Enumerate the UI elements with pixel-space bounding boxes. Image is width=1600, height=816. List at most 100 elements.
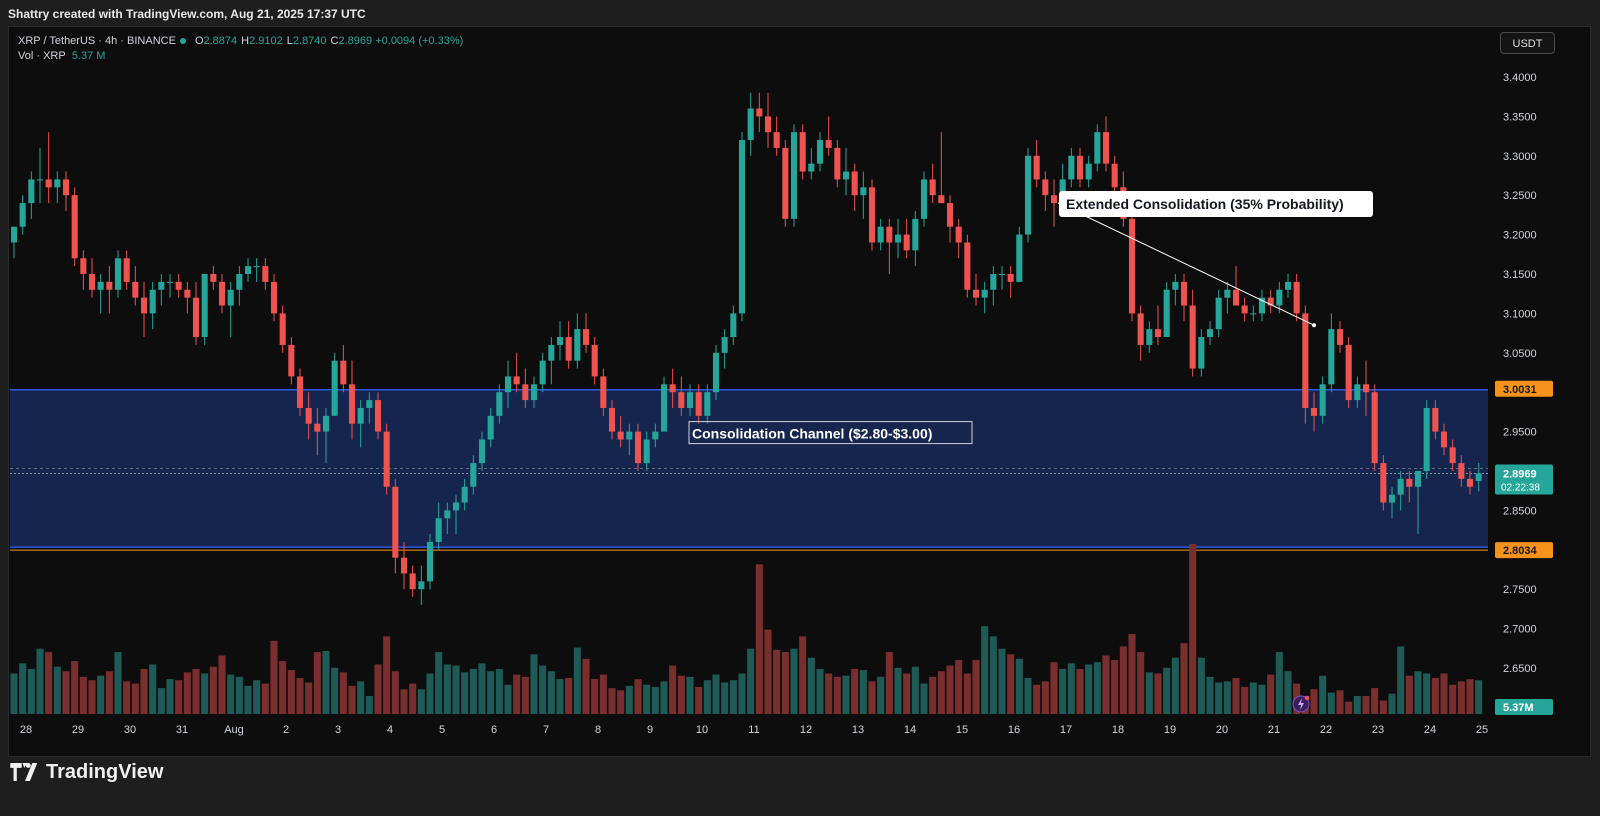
candle-body [686, 392, 694, 408]
volume-bar [1353, 695, 1361, 714]
volume-bar [279, 661, 287, 714]
volume-bar [816, 668, 824, 714]
symbol-title[interactable]: XRP / TetherUS · 4h · BINANCE [18, 35, 176, 47]
candle-body [1362, 384, 1370, 393]
candle-body [799, 132, 806, 172]
candle-body [617, 431, 624, 440]
candle-body [374, 400, 382, 432]
low-label: L [286, 35, 293, 47]
ohlc-row: XRP / TetherUS · 4h · BINANCE O2.8874 H2.9… [18, 34, 463, 49]
volume-label[interactable]: Vol · XRP [18, 50, 66, 62]
price-tick-label: 3.1500 [1503, 269, 1537, 281]
candle-body [938, 195, 945, 204]
alert-dot-icon [1304, 695, 1310, 701]
time-tick-label: 11 [748, 724, 759, 736]
volume-bar [617, 690, 625, 714]
volume-bar [1154, 673, 1162, 714]
candle-body [825, 140, 832, 148]
volume-bar [1137, 652, 1145, 714]
volume-bar [1145, 672, 1153, 714]
candle-body [1397, 478, 1404, 495]
volume-bar [409, 683, 417, 714]
candle-body [80, 258, 87, 274]
candle-body [123, 258, 130, 282]
volume-bar [859, 670, 867, 714]
volume-bar [738, 673, 746, 714]
volume-bar [1475, 680, 1483, 714]
volume-bar [1128, 634, 1136, 714]
volume-bar [946, 665, 954, 714]
candle-body [886, 226, 893, 243]
candle-body [574, 329, 581, 361]
open-label: O [194, 35, 204, 47]
change-value: +0.0094 (+0.33%) [375, 35, 464, 47]
volume-bar [131, 683, 139, 714]
candle-body [1163, 289, 1170, 338]
volume-bar [764, 629, 772, 714]
time-tick-label: 9 [647, 724, 653, 736]
volume-bar [1041, 681, 1049, 714]
volume-bar [1093, 662, 1101, 714]
time-tick-label: 5 [439, 724, 445, 736]
volume-bar [261, 683, 269, 714]
volume-bar [192, 668, 200, 714]
volume-bar [365, 695, 373, 714]
candle-body [808, 163, 815, 172]
volume-bar [963, 673, 971, 714]
open-value: 2.8874 [203, 35, 238, 47]
volume-bar [703, 680, 711, 714]
volume-bar [183, 672, 191, 714]
candle-body [331, 360, 338, 416]
volume-bar [296, 677, 304, 714]
volume-row: Vol · XRP 5.37 M [18, 49, 463, 64]
candle-body [1172, 281, 1179, 290]
candle-body [504, 376, 512, 393]
candle-body [496, 392, 503, 416]
volume-bar [1284, 671, 1292, 714]
time-tick-label: 15 [956, 724, 968, 736]
volume-bar [1319, 675, 1327, 714]
time-tick-label: 28 [20, 724, 32, 736]
time-tick-label: 10 [696, 724, 708, 736]
volume-bar [868, 681, 876, 714]
candle-body [851, 171, 858, 196]
volume-bar [114, 652, 122, 714]
candle-body [738, 140, 746, 314]
candle-body [1406, 478, 1413, 487]
volume-bar [391, 671, 399, 714]
candle-body [175, 281, 182, 290]
time-tick-label: 6 [491, 724, 497, 736]
candle-body [1111, 163, 1118, 188]
volume-bar [1189, 544, 1197, 714]
currency-button[interactable]: USDT [1500, 32, 1555, 54]
volume-bar [1457, 681, 1465, 714]
volume-bar [1171, 657, 1179, 714]
price-tick-label: 2.7000 [1503, 624, 1537, 636]
tradingview-logo[interactable]: TradingView [10, 760, 163, 784]
volume-bar [530, 654, 538, 714]
candle-body [192, 297, 200, 338]
candle-body [548, 344, 555, 361]
volume-bar [1059, 668, 1067, 714]
channel-top-price-label: 3.0031 [1503, 384, 1537, 396]
volume-bar [322, 650, 330, 714]
volume-bar [357, 681, 365, 714]
candle-body [1388, 494, 1396, 503]
candle-body [1007, 274, 1014, 282]
candle-body [990, 274, 997, 290]
volume-bar [643, 684, 651, 714]
time-tick-label: 16 [1008, 724, 1020, 736]
candle-body [834, 147, 841, 180]
candle-body [1475, 473, 1482, 481]
channel-bottom-price-badge [1495, 542, 1553, 559]
volume-bar [608, 688, 616, 714]
volume-bar [435, 652, 443, 714]
candle-body [392, 486, 399, 558]
candle-body [36, 179, 44, 181]
candle-body [868, 187, 876, 243]
volume-bar [71, 661, 79, 714]
volume-value-label: 5.37M [1503, 702, 1534, 714]
candle-body [1206, 329, 1214, 338]
volume-bar [227, 674, 235, 714]
